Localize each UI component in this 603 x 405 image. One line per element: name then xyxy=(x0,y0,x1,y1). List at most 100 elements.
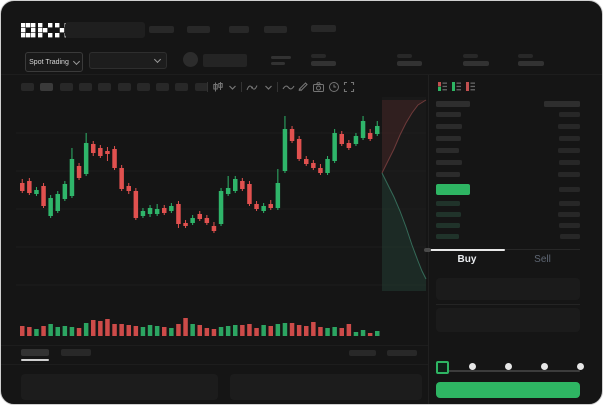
ask-price-bar[interactable] xyxy=(436,112,461,117)
bid-amount-bar[interactable] xyxy=(559,201,580,206)
active-tab-indicator xyxy=(429,249,505,251)
ask-price-bar[interactable] xyxy=(436,124,462,129)
bottom-action-2[interactable] xyxy=(387,350,417,356)
timeframe-button-1[interactable] xyxy=(21,83,34,91)
toolbar-divider xyxy=(207,82,208,92)
timeframe-button-4[interactable] xyxy=(78,83,92,91)
ask-amount-bar[interactable] xyxy=(559,160,580,165)
nav-item-2[interactable] xyxy=(187,26,210,33)
trade-side-tabs: Buy Sell xyxy=(429,249,580,270)
orderbook-levels[interactable] xyxy=(429,75,592,249)
timeframe-button-8[interactable] xyxy=(156,83,170,91)
slider-stop-50[interactable] xyxy=(504,363,512,370)
ask-amount-bar[interactable] xyxy=(559,112,580,117)
chevron-down-icon[interactable] xyxy=(264,84,273,91)
ask-amount-bar[interactable] xyxy=(558,124,580,129)
amount-slider-handle[interactable] xyxy=(436,361,449,374)
ask-price-bar[interactable] xyxy=(436,160,462,165)
header-divider xyxy=(1,74,602,75)
line-wave-icon[interactable] xyxy=(282,83,295,92)
timeframe-button-3[interactable] xyxy=(59,83,73,91)
change-stat-line-2 xyxy=(271,62,285,65)
draw-pencil-icon[interactable] xyxy=(297,81,309,93)
timeframe-button-5[interactable] xyxy=(98,83,112,91)
indicators-icon[interactable] xyxy=(246,81,258,93)
tab-sell[interactable]: Sell xyxy=(534,254,551,265)
bid-price-bar[interactable] xyxy=(436,212,461,217)
fullscreen-icon[interactable] xyxy=(343,81,355,93)
timeframe-button-2[interactable] xyxy=(40,83,54,91)
candlestick-chart[interactable] xyxy=(16,97,428,339)
candle-type-icon[interactable] xyxy=(212,81,224,93)
orderbook-header-price[interactable] xyxy=(436,101,470,107)
form-divider xyxy=(436,304,580,305)
buy-submit-button[interactable] xyxy=(436,382,580,398)
toolbar-divider xyxy=(277,82,278,92)
chevron-down-icon xyxy=(72,57,80,65)
okx-logo[interactable] xyxy=(21,23,69,38)
book-asks-only-icon[interactable] xyxy=(465,81,476,92)
ask-amount-bar[interactable] xyxy=(558,172,580,177)
last-price-placeholder xyxy=(203,54,247,67)
nav-item-3[interactable] xyxy=(229,26,249,33)
orderbook-trade-panel: Buy Sell xyxy=(428,75,602,404)
stat-label-1 xyxy=(311,54,326,58)
market-type-label: Spot Trading xyxy=(29,58,69,66)
camera-icon[interactable] xyxy=(312,81,325,93)
instrument-coin-icon xyxy=(183,52,198,67)
bid-amount-bar[interactable] xyxy=(560,234,580,239)
stat-label-4 xyxy=(518,54,533,58)
timeframe-button-9[interactable] xyxy=(175,83,189,91)
bid-amount-bar[interactable] xyxy=(559,223,580,228)
price-input-field[interactable] xyxy=(436,278,580,300)
book-both-sides-icon[interactable] xyxy=(437,81,448,92)
ask-price-bar[interactable] xyxy=(436,136,461,141)
tab-buy[interactable]: Buy xyxy=(457,254,477,265)
bottom-tab-2[interactable] xyxy=(61,349,91,356)
chart-bottom-divider xyxy=(1,345,428,346)
stat-label-2 xyxy=(397,54,412,58)
bottom-panel-right xyxy=(230,374,422,400)
slider-stop-75[interactable] xyxy=(540,363,548,370)
chevron-down-icon xyxy=(153,55,162,64)
toolbar-divider xyxy=(241,82,242,92)
bottom-tabs-divider xyxy=(1,364,428,365)
bid-price-bar[interactable] xyxy=(436,223,460,228)
nav-item-1[interactable] xyxy=(149,26,174,33)
bottom-panel-left xyxy=(21,374,218,400)
chevron-down-icon[interactable] xyxy=(228,84,237,91)
stat-value-2 xyxy=(397,61,422,66)
timeframe-button-10[interactable] xyxy=(194,83,208,91)
slider-stop-25[interactable] xyxy=(468,363,476,370)
amount-input-field[interactable] xyxy=(436,308,580,332)
bottom-action-1[interactable] xyxy=(349,350,376,356)
amount-slider-track[interactable] xyxy=(443,370,580,372)
search-input[interactable] xyxy=(65,22,145,38)
stat-value-3 xyxy=(463,61,489,66)
change-stat-line-1 xyxy=(271,56,291,59)
clock-icon[interactable] xyxy=(328,81,340,93)
timeframe-button-6[interactable] xyxy=(117,83,131,91)
market-type-selector[interactable]: Spot Trading xyxy=(25,52,83,72)
stat-value-4 xyxy=(518,61,544,66)
ask-price-bar[interactable] xyxy=(436,172,460,177)
trading-pair-selector[interactable] xyxy=(89,52,167,69)
timeframe-button-7[interactable] xyxy=(136,83,150,91)
bid-price-bar[interactable] xyxy=(436,234,459,239)
ask-amount-bar[interactable] xyxy=(558,148,580,153)
last-price-cell[interactable] xyxy=(436,184,470,195)
slider-stop-100[interactable] xyxy=(576,363,584,370)
bottom-tab-active[interactable] xyxy=(21,349,49,356)
bid-amount-bar[interactable] xyxy=(558,212,580,217)
nav-item-5[interactable] xyxy=(311,25,336,32)
ask-amount-bar[interactable] xyxy=(559,136,580,141)
bid-price-bar[interactable] xyxy=(436,201,460,206)
bottom-tab-active-underline xyxy=(21,359,49,361)
book-bids-only-icon[interactable] xyxy=(451,81,462,92)
nav-item-4[interactable] xyxy=(264,26,287,33)
orderbook-header-amount[interactable] xyxy=(544,101,580,107)
ask-price-bar[interactable] xyxy=(436,148,459,153)
last-price-amount-bar[interactable] xyxy=(559,187,580,192)
panel-resize-handle[interactable] xyxy=(424,248,431,252)
